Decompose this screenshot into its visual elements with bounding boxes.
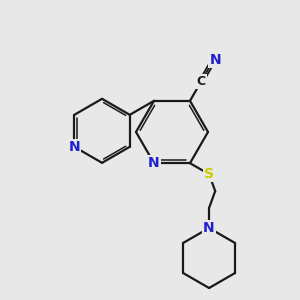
Text: N: N <box>68 140 80 154</box>
Text: N: N <box>148 156 160 170</box>
Text: C: C <box>196 75 206 88</box>
Text: S: S <box>204 167 214 181</box>
Text: N: N <box>209 53 221 67</box>
Text: N: N <box>203 221 215 235</box>
